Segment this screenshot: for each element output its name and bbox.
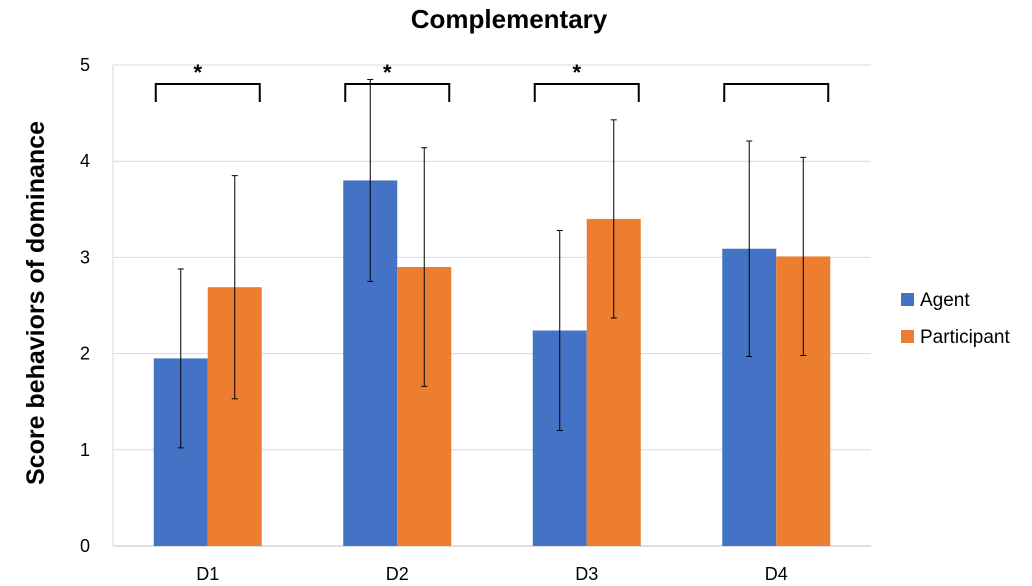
- y-tick-label: 0: [80, 536, 90, 556]
- error-bar: [177, 268, 184, 449]
- significance-marker: *: [193, 60, 202, 85]
- error-bar: [421, 147, 428, 387]
- significance-marker: *: [383, 60, 392, 85]
- significance-bracket: [154, 83, 261, 102]
- y-axis-label: Score behaviors of dominance: [22, 121, 50, 485]
- significance-brackets: * * *: [154, 60, 830, 102]
- significance-marker: *: [572, 60, 581, 85]
- error-bars: [177, 78, 807, 449]
- significance-bracket: [344, 83, 451, 102]
- y-axis-ticks: 0 1 2 3 4 5: [80, 55, 90, 556]
- y-tick-label: 1: [80, 440, 90, 460]
- x-axis-ticks: D1 D2 D3 D4: [196, 564, 788, 584]
- x-tick-label: D3: [575, 564, 598, 584]
- error-bar: [800, 156, 807, 357]
- significance-bracket: [723, 83, 830, 102]
- chart-title: Complementary: [411, 4, 608, 34]
- x-tick-label: D2: [386, 564, 409, 584]
- error-bar: [556, 229, 563, 432]
- bars: [153, 180, 831, 547]
- legend-swatch-agent: [901, 293, 914, 306]
- legend-label-participant: Participant: [920, 327, 1010, 348]
- error-bar: [367, 78, 374, 282]
- y-tick-label: 2: [80, 344, 90, 364]
- legend: Agent Participant: [901, 290, 1010, 348]
- error-bar: [746, 140, 753, 357]
- x-tick-label: D4: [765, 564, 788, 584]
- y-tick-label: 5: [80, 55, 90, 75]
- y-tick-label: 4: [80, 151, 90, 171]
- error-bar: [610, 119, 617, 319]
- x-tick-label: D1: [196, 564, 219, 584]
- error-bar: [231, 175, 238, 400]
- significance-bracket: [533, 83, 640, 102]
- legend-label-agent: Agent: [920, 290, 970, 311]
- legend-swatch-participant: [901, 330, 914, 343]
- y-tick-label: 3: [80, 247, 90, 267]
